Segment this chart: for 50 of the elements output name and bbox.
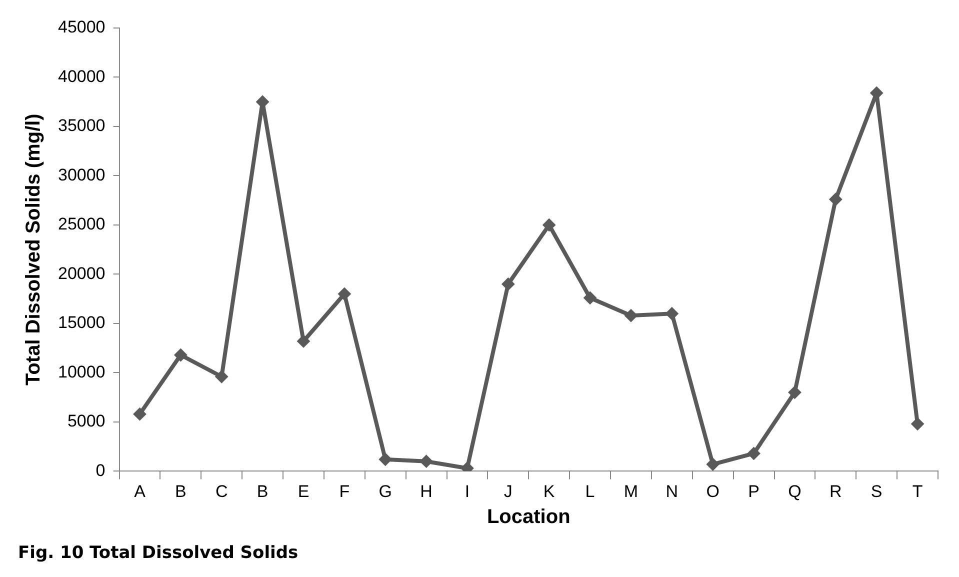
y-axis-title: Total Dissolved Solids (mg/l) bbox=[22, 114, 45, 386]
y-tick-label: 30000 bbox=[58, 165, 106, 184]
point bbox=[174, 348, 188, 362]
x-tick-label: S bbox=[870, 482, 882, 502]
y-tick-label: 25000 bbox=[58, 214, 106, 234]
x-tick-label: O bbox=[706, 482, 720, 502]
x-tick-label: T bbox=[912, 482, 923, 502]
point bbox=[706, 458, 720, 471]
point bbox=[624, 309, 638, 322]
x-tick-label: F bbox=[339, 482, 350, 502]
x-tick-label: N bbox=[666, 482, 678, 502]
y-tick-label: 20000 bbox=[58, 264, 106, 283]
x-tick-label: H bbox=[420, 482, 432, 502]
x-tick-label: J bbox=[504, 482, 512, 502]
x-tick-label: P bbox=[748, 482, 760, 502]
y-tick-label: 0 bbox=[96, 460, 106, 480]
y-tick-label: 15000 bbox=[58, 313, 106, 332]
point bbox=[215, 370, 228, 384]
point bbox=[420, 454, 433, 468]
x-tick-label: L bbox=[585, 482, 595, 502]
point bbox=[829, 192, 842, 206]
x-tick-label: B bbox=[256, 482, 268, 502]
y-tick-label: 5000 bbox=[67, 412, 106, 431]
x-tick-label: I bbox=[464, 482, 470, 502]
x-axis-title: Location bbox=[486, 506, 570, 528]
y-tick-label: 10000 bbox=[58, 362, 106, 382]
point bbox=[296, 334, 310, 348]
x-tick-label: Q bbox=[788, 482, 802, 502]
x-tick-label: G bbox=[378, 482, 392, 502]
point bbox=[378, 452, 392, 466]
point bbox=[747, 446, 760, 460]
x-tick-label: E bbox=[298, 482, 310, 502]
y-tick-label: 35000 bbox=[58, 116, 106, 136]
text: Fig. 10 Total Dissolved Solids bbox=[18, 543, 298, 564]
y-tick-label: 40000 bbox=[58, 66, 106, 86]
point bbox=[338, 287, 351, 300]
point bbox=[788, 386, 802, 399]
y-tick-label: 45000 bbox=[58, 18, 106, 37]
point bbox=[584, 291, 597, 304]
point bbox=[542, 218, 556, 232]
x-tick-label: A bbox=[134, 482, 146, 502]
point bbox=[133, 408, 146, 421]
point bbox=[665, 307, 678, 320]
x-tick-label: K bbox=[543, 482, 556, 502]
x-tick-label: M bbox=[624, 482, 638, 502]
point bbox=[911, 417, 924, 430]
x-tick-label: B bbox=[175, 482, 186, 502]
x-tick-label: R bbox=[830, 482, 842, 502]
point bbox=[502, 278, 515, 291]
x-tick-label: C bbox=[215, 482, 228, 502]
